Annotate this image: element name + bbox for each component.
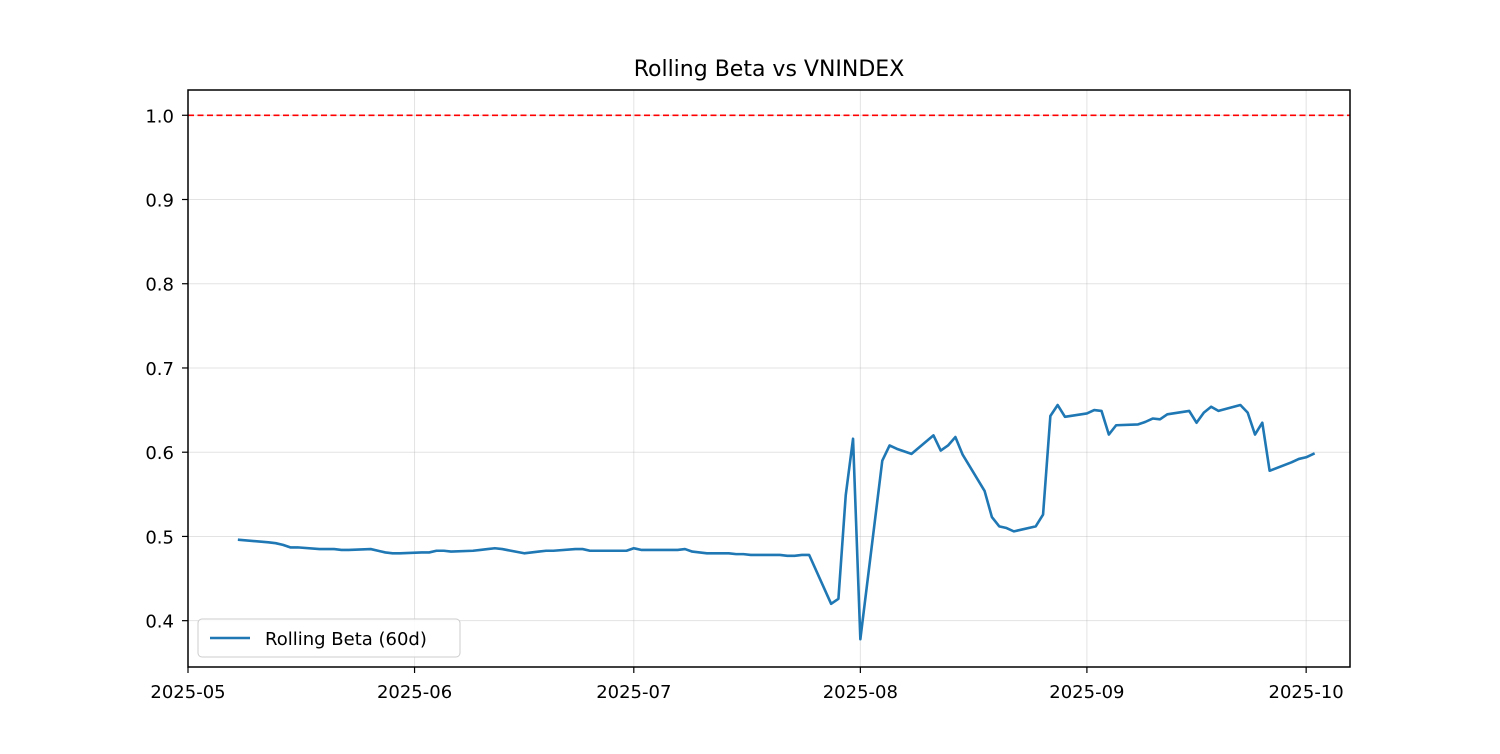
y-tick-label: 1.0 [145, 106, 174, 127]
y-tick-label: 0.9 [145, 191, 174, 212]
legend-box [197, 618, 461, 658]
y-tick-label: 0.8 [145, 275, 174, 296]
y-tick-label: 0.6 [145, 443, 174, 464]
x-tick-label: 2025-07 [596, 682, 671, 703]
x-tick-label: 2025-05 [150, 682, 225, 703]
chart-title: Rolling Beta vs VNINDEX [634, 57, 905, 82]
series-layer [237, 403, 1316, 641]
x-tick-label: 2025-09 [1049, 682, 1124, 703]
x-tick-label: 2025-08 [823, 682, 898, 703]
x-tick-label: 2025-06 [377, 682, 452, 703]
y-tick-label: 0.4 [145, 612, 174, 633]
axes-ticks: 2025-05 2025-06 2025-07 2025-08 2025-09 2025-… [145, 106, 1343, 703]
legend-label: Rolling Beta (60d) [265, 629, 427, 650]
series-line [237, 403, 1316, 641]
y-tick-label: 0.5 [145, 527, 174, 548]
legend: Rolling Beta (60d) [197, 618, 461, 658]
plot-frame [187, 89, 1351, 668]
y-tick-label: 0.7 [145, 359, 174, 380]
x-tick-label: 2025-10 [1269, 682, 1344, 703]
grid-lines [187, 90, 1350, 667]
